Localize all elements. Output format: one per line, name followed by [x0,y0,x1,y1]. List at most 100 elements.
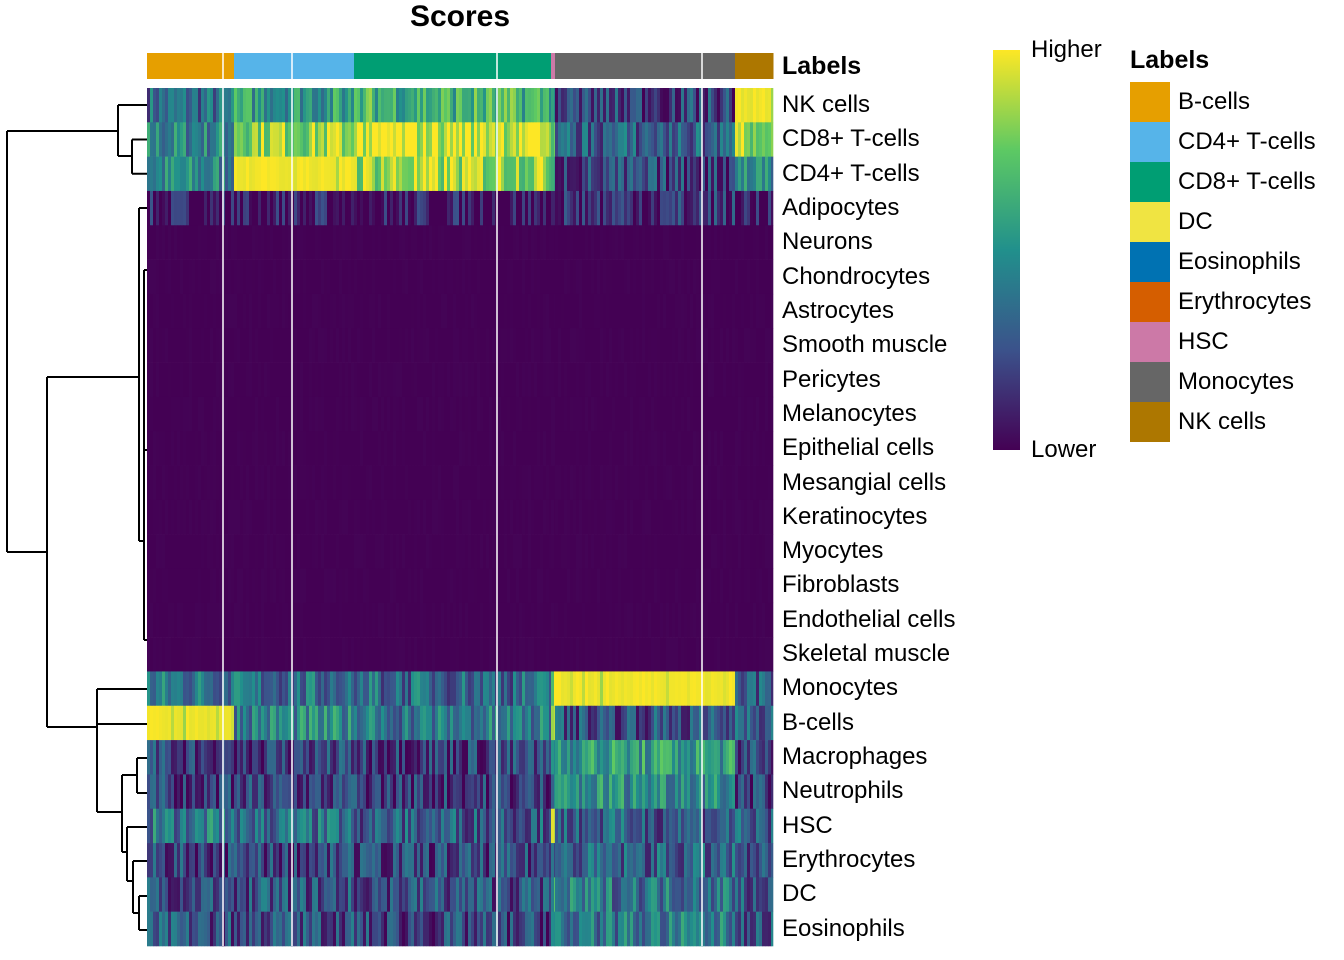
heatmap-cell [363,602,367,638]
heatmap-cell [504,671,508,707]
heatmap-cell [360,328,364,363]
heatmap-cell [543,431,547,466]
heatmap-cell [696,293,700,329]
heatmap-cell [690,911,694,947]
heatmap-cell [246,534,250,569]
heatmap-cell [603,293,607,329]
heatmap-cell [231,637,235,672]
heatmap-cell [554,808,556,844]
heatmap-cell [564,328,568,363]
heatmap-cell [393,396,397,432]
heatmap-cell [507,877,511,912]
heatmap-cell [489,602,493,638]
heatmap-cell [519,808,523,844]
heatmap-cell [504,568,508,604]
heatmap-cell [432,774,436,810]
heatmap-cell [195,225,199,260]
heatmap-cell [582,156,586,192]
heatmap-cell [234,808,238,844]
heatmap-cell [213,808,217,844]
heatmap-cell [306,534,310,569]
heatmap-cell [195,259,199,295]
heatmap-cell [261,911,265,947]
heatmap-cell [657,465,661,501]
heatmap-cell [201,259,205,295]
heatmap-cell [489,396,493,432]
heatmap-cell [543,499,547,535]
heatmap-cell [153,293,157,329]
heatmap-cell [330,190,334,226]
heatmap-cell [477,843,481,878]
heatmap-cell [219,190,223,226]
heatmap-cell [492,122,496,157]
heatmap-cell [645,225,649,260]
heatmap-cell [483,499,487,535]
heatmap-cell [702,259,706,295]
heatmap-cell [201,774,205,810]
heatmap-cell [705,637,709,672]
heatmap-cell [450,740,454,775]
heatmap-cell [393,431,397,466]
heatmap-cell [570,293,574,329]
heatmap-cell [276,122,280,157]
heatmap-cell [486,568,490,604]
heatmap-cell [414,602,418,638]
heatmap-cell [723,396,727,432]
heatmap-cell [567,156,571,192]
heatmap-cell [216,808,220,844]
heatmap-cell [252,465,256,501]
heatmap-cell [408,808,412,844]
heatmap-cell [771,156,774,192]
heatmap-cell [441,808,445,844]
heatmap-cell [324,465,328,501]
heatmap-cell [330,602,334,638]
heatmap-cell [513,88,517,123]
heatmap-cell [528,602,532,638]
heatmap-cell [330,671,334,707]
heatmap-cell [372,877,376,912]
heatmap-cell [210,122,214,157]
heatmap-cell [213,877,217,912]
heatmap-cell [417,671,421,707]
heatmap-cell [348,911,352,947]
heatmap-cell [474,774,478,810]
heatmap-cell [252,328,256,363]
heatmap-cell [321,396,325,432]
heatmap-cell [528,843,532,878]
heatmap-cell [447,259,451,295]
heatmap-cell [684,499,688,535]
heatmap-cell [444,156,448,192]
heatmap-cell [618,740,622,775]
heatmap-cell [519,534,523,569]
heatmap-cell [618,328,622,363]
heatmap-cell [354,225,358,260]
heatmap-cell [282,602,286,638]
heatmap-cell [162,156,166,192]
heatmap-cell [405,259,409,295]
heatmap-cell [387,499,391,535]
heatmap-cell [531,740,535,775]
heatmap-cell [240,431,244,466]
heatmap-cell [336,637,340,672]
heatmap-cell [654,843,658,878]
heatmap-cell [570,431,574,466]
heatmap-cell [711,499,715,535]
heatmap-cell [315,362,319,398]
heatmap-cell [177,534,181,569]
heatmap-cell [723,122,727,157]
heatmap-cell [624,431,628,466]
heatmap-cell [714,774,718,810]
heatmap-cell [600,602,604,638]
heatmap-cell [204,671,208,707]
heatmap-cell [483,774,487,810]
heatmap-cell [465,122,469,157]
heatmap-cell [594,911,598,947]
heatmap-cell [504,499,508,535]
heatmap-cell [588,671,592,707]
heatmap-cell [165,877,169,912]
heatmap-cell [426,705,430,741]
heatmap-cell [519,190,523,226]
heatmap-cell [714,843,718,878]
heatmap-cell [261,740,265,775]
heatmap-cell [477,259,481,295]
